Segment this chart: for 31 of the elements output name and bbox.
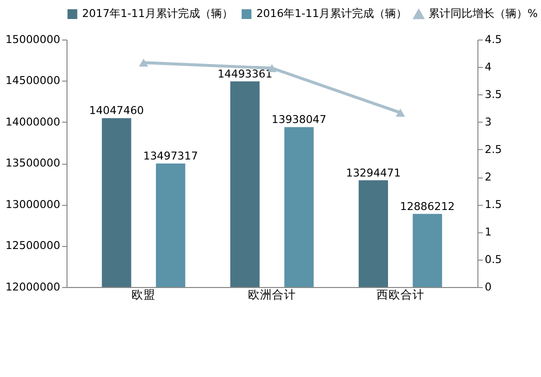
y2-tick-label: 2 [484, 170, 492, 184]
y2-tick-label: 0.5 [484, 252, 502, 266]
y2-tick-label: 3.5 [484, 88, 502, 101]
y2-tick-label: 1.5 [484, 198, 502, 211]
legend-label: 2016年1-11月累计完成（辆） [256, 7, 408, 20]
data-label: 14047460 [89, 104, 144, 118]
x-tick-label: 欧盟 [132, 287, 156, 302]
y2-tick-label: 4.5 [484, 32, 502, 46]
y2-tick-label: 3 [484, 115, 492, 128]
y2-tick-label: 2.5 [484, 142, 502, 156]
y-tick-label: 14500000 [5, 74, 60, 88]
x-tick-label: 欧洲合计 [248, 287, 296, 302]
data-label: 13294471 [346, 166, 401, 180]
point [396, 108, 406, 117]
y2-tick-label: 1 [484, 225, 492, 238]
y-tick-label: 15000000 [5, 32, 60, 46]
y2-tick-label: 4 [484, 60, 492, 74]
y-tick-label: 12000000 [5, 280, 60, 294]
data-label: 13497317 [143, 150, 198, 163]
data-label: 14493361 [218, 67, 272, 80]
data-label: 13938047 [272, 113, 326, 126]
legend-label: 累计同比增长（辆）% [428, 7, 538, 20]
point [138, 58, 148, 67]
y2-tick-label: 0 [484, 280, 492, 294]
legend-label: 2017年1-11月累计完成（辆） [82, 7, 233, 20]
y-tick-label: 14000000 [5, 115, 60, 128]
y-tick-label: 12500000 [5, 239, 60, 252]
y-tick-label: 13000000 [5, 198, 60, 211]
data-label: 12886212 [400, 200, 455, 214]
x-tick-label: 西欧合计 [376, 287, 424, 302]
y-tick-label: 13500000 [5, 156, 60, 170]
